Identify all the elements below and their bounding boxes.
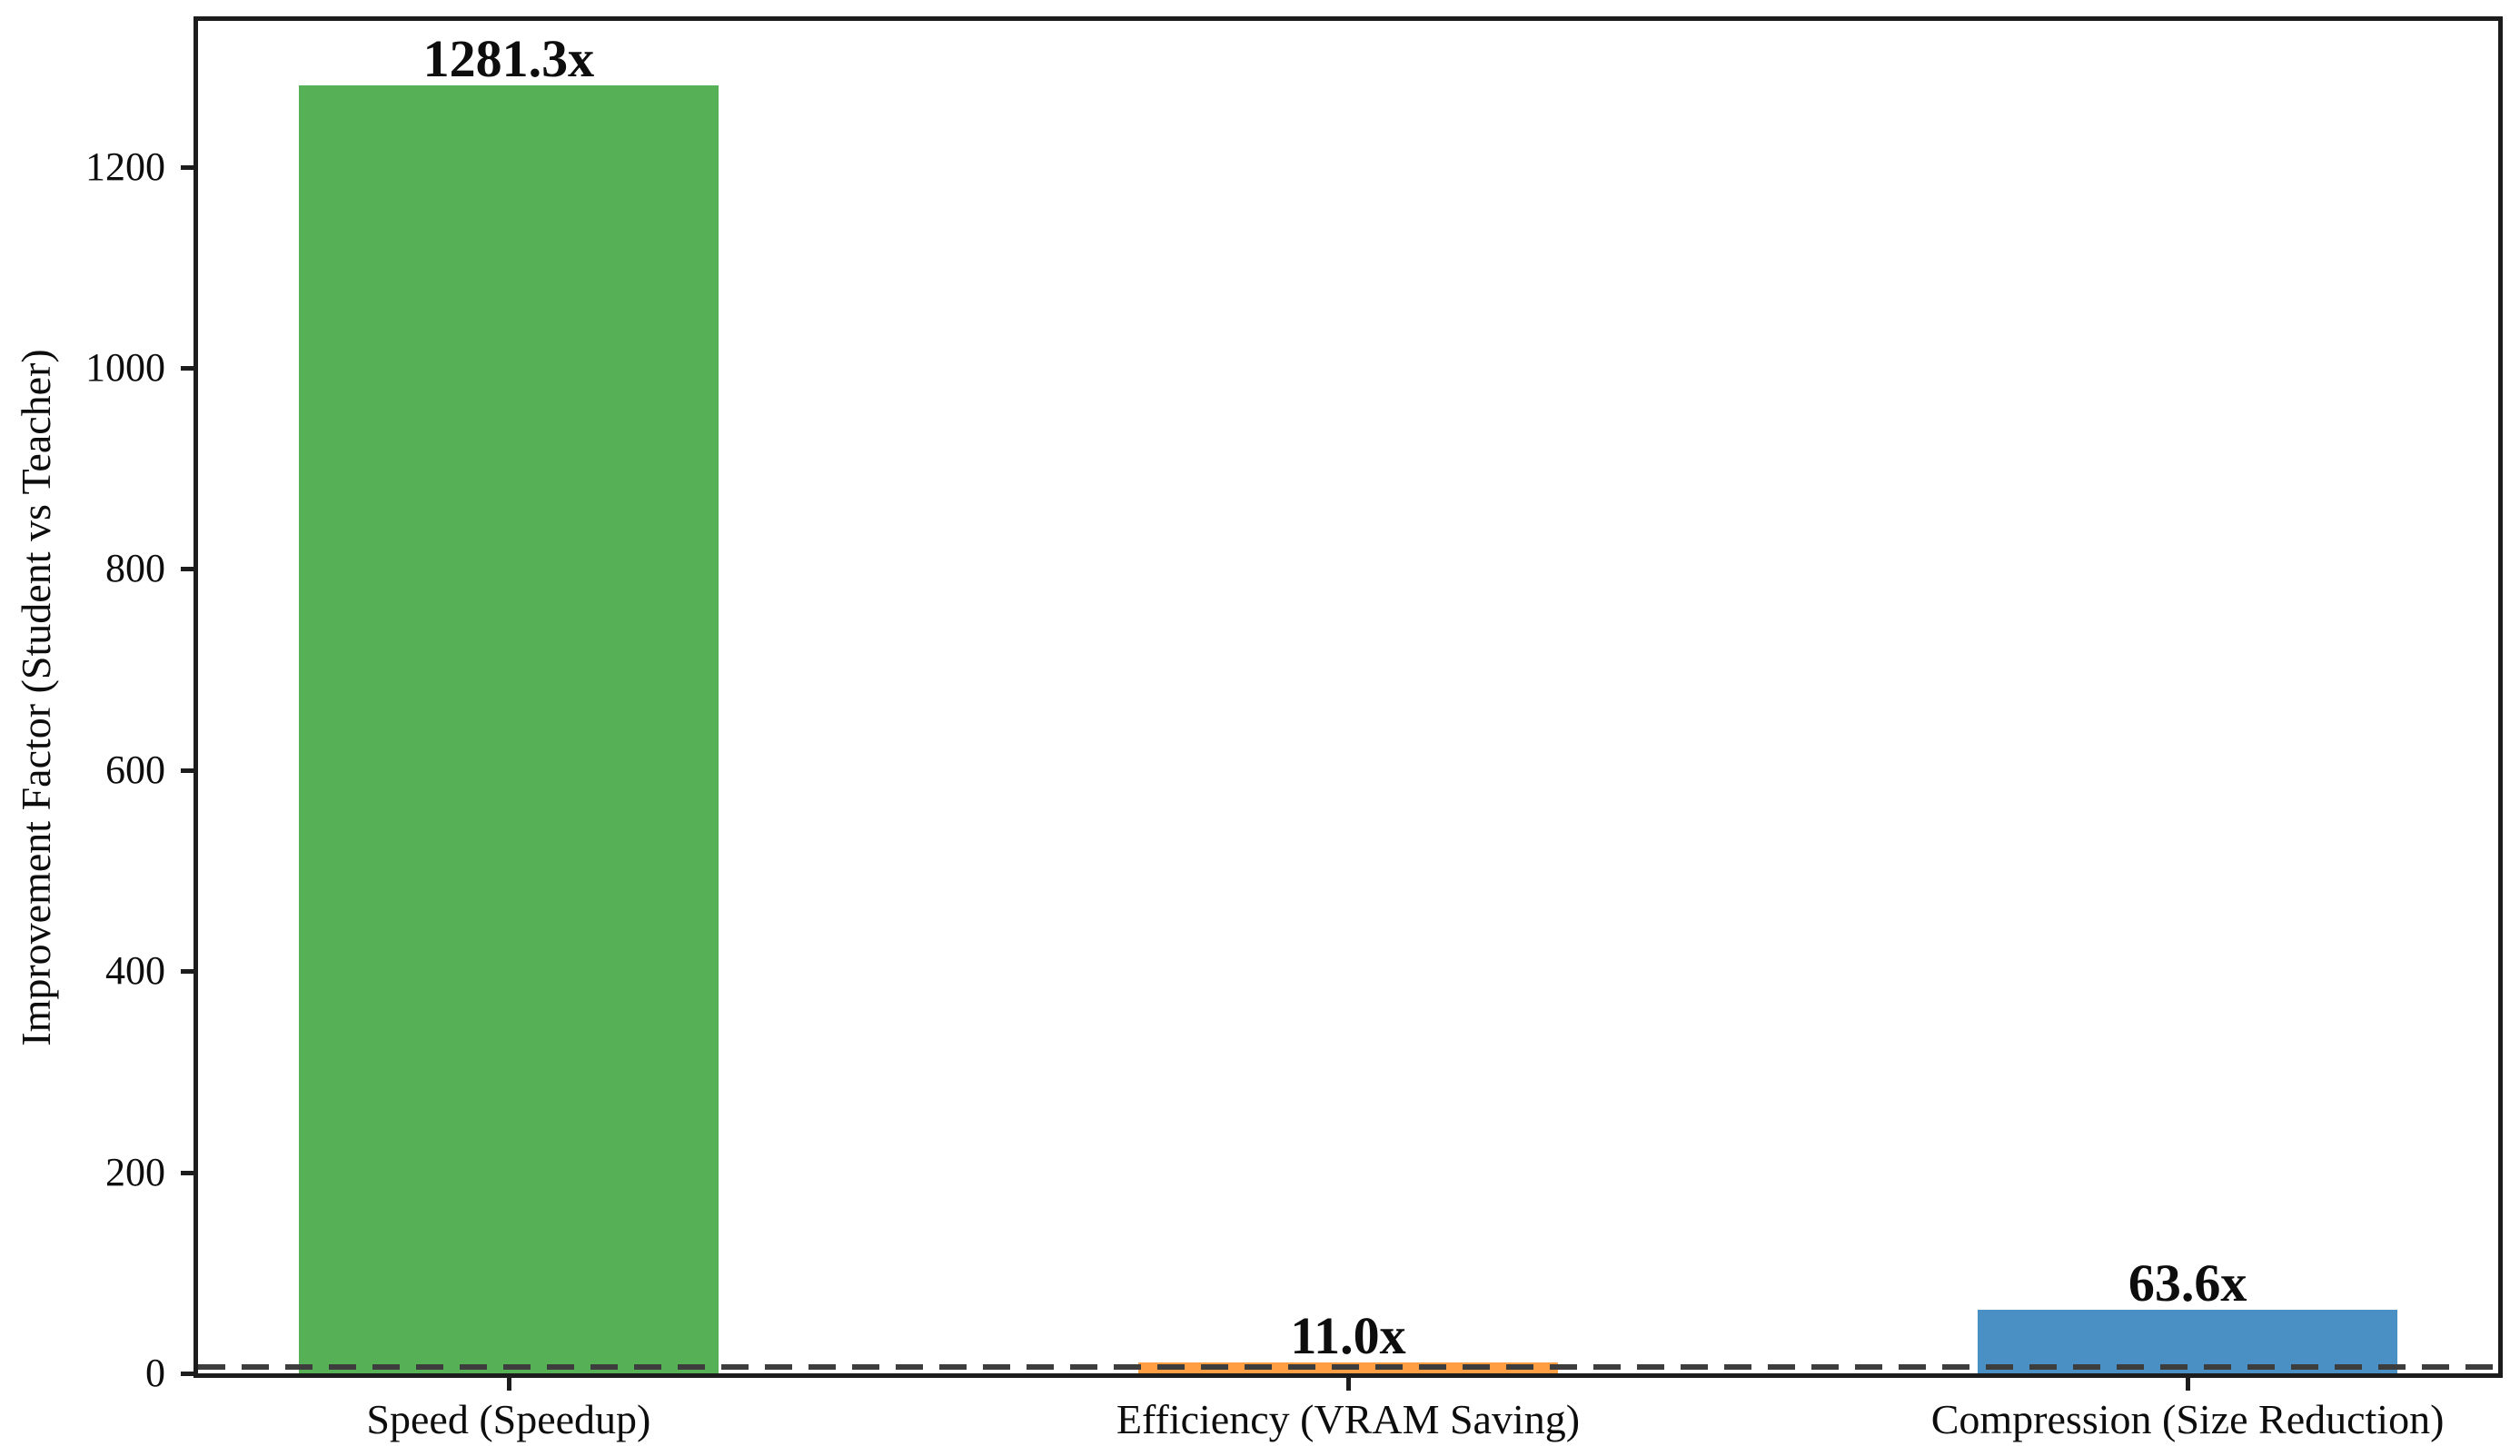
y-axis-title: Improvement Factor (Student vs Teacher) [13, 348, 59, 1046]
x-tick-label: Speed (Speedup) [366, 1396, 651, 1442]
bar [1978, 1309, 2398, 1373]
y-tick-label: 200 [105, 1149, 165, 1194]
y-tick-mark [181, 1170, 195, 1175]
y-tick-label: 0 [145, 1351, 165, 1395]
x-tick-label: Compression (Size Reduction) [1930, 1396, 2445, 1442]
y-tick-label: 400 [105, 948, 165, 994]
bar-value-label: 11.0x [1290, 1305, 1406, 1365]
x-tick-mark [1346, 1375, 1351, 1391]
y-tick-mark [181, 567, 195, 572]
y-tick-label: 600 [105, 747, 165, 792]
y-tick-mark [181, 768, 195, 773]
x-tick-label: Efficiency (VRAM Saving) [1116, 1396, 1581, 1442]
bar-value-label: 1281.3x [422, 28, 595, 88]
y-tick-mark [181, 164, 195, 170]
y-tick-mark [181, 365, 195, 371]
y-tick-label: 1000 [85, 344, 165, 390]
reference-line-dashed [198, 1363, 2498, 1370]
y-tick-label: 800 [105, 546, 165, 591]
y-tick-mark [181, 1372, 195, 1376]
y-tick-mark [181, 969, 195, 975]
bar-value-label: 63.6x [2128, 1253, 2247, 1312]
x-tick-mark [506, 1375, 511, 1391]
x-tick-mark [2186, 1375, 2191, 1391]
y-tick-label: 1200 [85, 144, 165, 189]
bar [298, 84, 719, 1373]
